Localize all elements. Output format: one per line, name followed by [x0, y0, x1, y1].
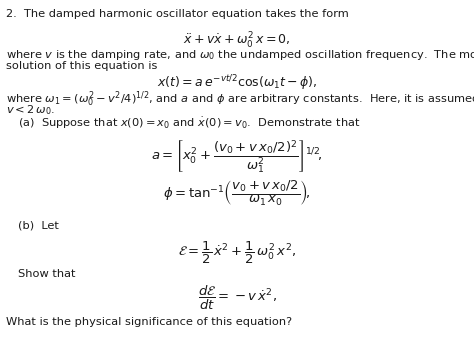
Text: Show that: Show that — [18, 269, 75, 279]
Text: $\ddot{x} + v\dot{x} + \omega_0^2\, x = 0,$: $\ddot{x} + v\dot{x} + \omega_0^2\, x = … — [183, 31, 291, 51]
Text: $\phi = \tan^{-1}\!\left(\dfrac{v_0 + v\,x_0/2}{\omega_1\,x_0}\right)\!,$: $\phi = \tan^{-1}\!\left(\dfrac{v_0 + v\… — [163, 179, 311, 208]
Text: where $v$ is the damping rate, and $\omega_0$ the undamped oscillation frequency: where $v$ is the damping rate, and $\ome… — [6, 48, 474, 62]
Text: $v < 2\,\omega_0$.: $v < 2\,\omega_0$. — [6, 103, 55, 117]
Text: $\mathcal{E} = \dfrac{1}{2}\,\dot{x}^2 + \dfrac{1}{2}\,\omega_0^2\,x^2,$: $\mathcal{E} = \dfrac{1}{2}\,\dot{x}^2 +… — [178, 240, 296, 266]
Text: solution of this equation is: solution of this equation is — [6, 61, 157, 71]
Text: (a)  Suppose that $x(0) = x_0$ and $\dot{x}(0) = v_0$.  Demonstrate that: (a) Suppose that $x(0) = x_0$ and $\dot{… — [18, 116, 360, 131]
Text: (b)  Let: (b) Let — [18, 221, 59, 231]
Text: where $\omega_1 = (\omega_0^2 - v^2/4)^{1/2}$, and $a$ and $\phi$ are arbitrary : where $\omega_1 = (\omega_0^2 - v^2/4)^{… — [6, 89, 474, 109]
Text: What is the physical significance of this equation?: What is the physical significance of thi… — [6, 317, 292, 327]
Text: $x(t) = a\,e^{-vt/2}\cos(\omega_1 t - \phi),$: $x(t) = a\,e^{-vt/2}\cos(\omega_1 t - \p… — [157, 73, 317, 93]
Text: 2.  The damped harmonic oscillator equation takes the form: 2. The damped harmonic oscillator equati… — [6, 9, 348, 19]
Text: $a = \left[x_0^2 + \dfrac{(v_0 + v\,x_0/2)^2}{\omega_1^2}\right]^{1/2}\!,$: $a = \left[x_0^2 + \dfrac{(v_0 + v\,x_0/… — [151, 138, 323, 176]
Text: $\dfrac{d\mathcal{E}}{dt} = -v\,\dot{x}^2,$: $\dfrac{d\mathcal{E}}{dt} = -v\,\dot{x}^… — [198, 284, 276, 312]
